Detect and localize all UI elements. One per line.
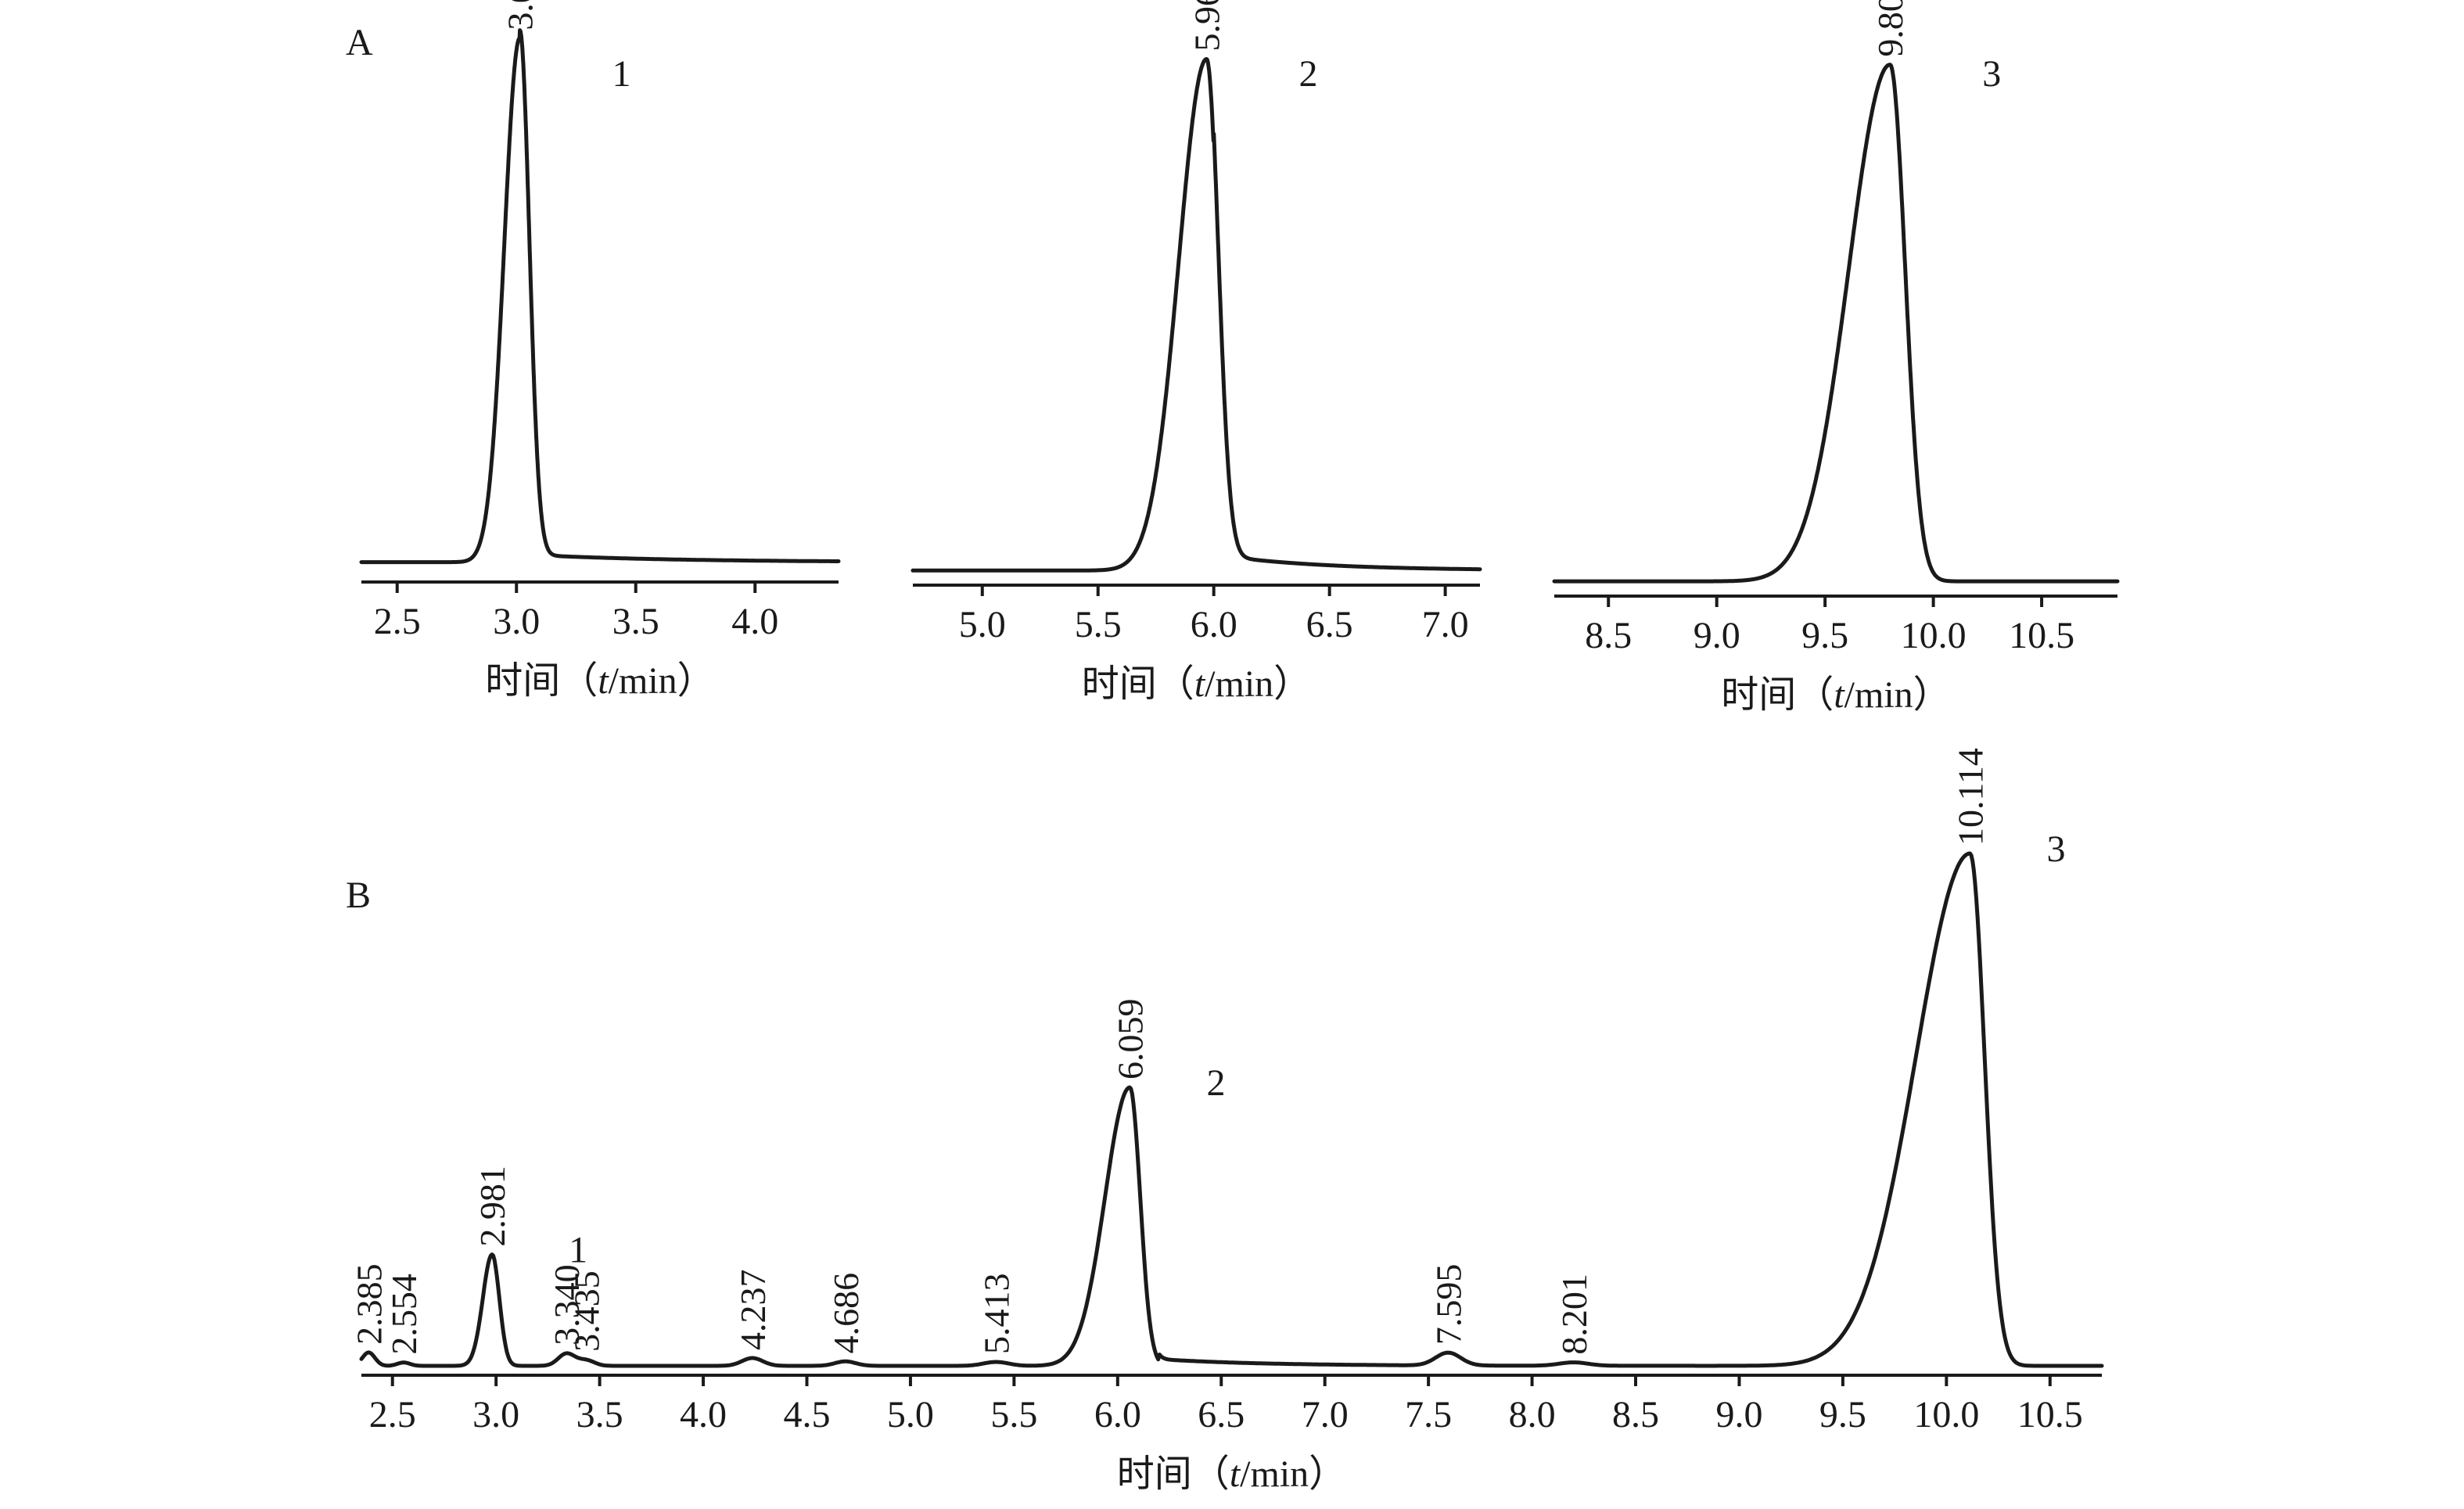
x-tick-label: 9.5 xyxy=(1819,1394,1866,1435)
x-tick-label: 7.0 xyxy=(1422,604,1469,645)
x-axis-label: 时间（t/min） xyxy=(1721,673,1950,717)
peak-rt-label: 3.340 xyxy=(547,1264,587,1346)
x-tick-label: 6.0 xyxy=(1191,604,1237,645)
x-tick-label: 6.0 xyxy=(1094,1394,1141,1435)
chromatogram-trace xyxy=(911,57,1482,573)
peak-rt-label: 3.435 xyxy=(566,1270,606,1352)
x-tick-label: 10.5 xyxy=(2009,615,2074,656)
x-axis-label: 时间（t/min） xyxy=(1117,1452,1346,1496)
x-tick-label: 6.5 xyxy=(1198,1394,1245,1435)
x-tick-label: 9.0 xyxy=(1715,1394,1762,1435)
peak-rt-label: 10.114 xyxy=(1950,748,1990,846)
x-tick-label: 5.5 xyxy=(1075,604,1122,645)
chart-a-2: 8.5 9.0 9.5 10.0 10.5 时间（t/min） 9.800 3 xyxy=(1552,0,2120,717)
x-tick-label: 7.0 xyxy=(1302,1394,1349,1435)
peak-rt-label: 7.595 xyxy=(1428,1264,1468,1346)
chart-b-0: 2.5 3.0 3.5 4.0 4.5 5.0 5.5 6.0 6.5 7.0 7.5 8.0 8.5 9… xyxy=(349,748,2104,1496)
x-tick-label: 3.5 xyxy=(612,601,659,642)
x-axis-label-var: t xyxy=(1230,1453,1241,1495)
x-tick-label: 5.0 xyxy=(959,604,1006,645)
x-tick-label: 3.0 xyxy=(472,1394,519,1435)
x-axis-label-suffix: ） xyxy=(677,659,715,702)
x-axis-label-unit: /min xyxy=(609,660,677,702)
x-axis-label-unit: /min xyxy=(1205,663,1273,705)
chart-a-1: 5.0 5.5 6.0 6.5 7.0 时间（t/min） 5.969 2 xyxy=(911,0,1482,706)
peak-rt-label: 6.059 xyxy=(1110,998,1150,1080)
x-tick-label: 5.0 xyxy=(887,1394,934,1435)
panel-letter-a: A xyxy=(346,22,373,63)
peak-rt-label: 2.554 xyxy=(384,1274,424,1355)
x-axis-label: 时间（t/min） xyxy=(485,659,714,702)
x-axis-label-var: t xyxy=(1194,663,1206,705)
peak-rt-label: 4.686 xyxy=(826,1273,866,1354)
x-tick-label: 4.0 xyxy=(731,601,778,642)
peak-rt-label: 2.385 xyxy=(349,1263,389,1345)
peak-number: 3 xyxy=(1982,53,2001,95)
peak-rt-label: 8.201 xyxy=(1554,1274,1594,1354)
x-axis-label-suffix: ） xyxy=(1273,662,1311,706)
x-tick-label: 3.5 xyxy=(576,1394,623,1435)
peak-number: 2 xyxy=(1206,1062,1225,1104)
peak-rt-label: 2.981 xyxy=(472,1166,512,1247)
x-axis-label-suffix: ） xyxy=(1309,1452,1346,1496)
x-axis-label-unit: /min xyxy=(1844,674,1913,716)
x-axis-label: 时间（t/min） xyxy=(1082,662,1311,706)
chromatogram-trace xyxy=(359,851,2104,1368)
x-axis-label-prefix: 时间（ xyxy=(1117,1452,1230,1496)
x-tick-label: 7.5 xyxy=(1405,1394,1452,1435)
x-tick-label: 4.5 xyxy=(783,1394,830,1435)
x-tick-label: 9.5 xyxy=(1801,615,1848,656)
x-axis-label-prefix: 时间（ xyxy=(1721,673,1834,717)
x-tick-label: 4.0 xyxy=(680,1394,727,1435)
peak-rt-label: 5.413 xyxy=(976,1273,1016,1354)
peak-number: 1 xyxy=(612,53,631,95)
x-tick-label: 3.0 xyxy=(493,601,540,642)
peak-rt-label: 5.969 xyxy=(1187,0,1227,51)
x-tick-label: 6.5 xyxy=(1306,604,1353,645)
panel-letter-b: B xyxy=(346,875,371,916)
peak-number: 1 xyxy=(569,1230,587,1271)
x-axis-label-suffix: ） xyxy=(1913,673,1951,717)
chromatogram-trace xyxy=(359,28,841,565)
x-axis-label-var: t xyxy=(1834,674,1845,716)
x-tick-label: 10.0 xyxy=(1901,615,1967,656)
x-tick-label: 5.5 xyxy=(990,1394,1037,1435)
x-axis-label-prefix: 时间（ xyxy=(485,659,598,702)
peak-rt-label: 4.237 xyxy=(733,1269,773,1349)
x-tick-label: 8.0 xyxy=(1509,1394,1556,1435)
x-axis-label-prefix: 时间（ xyxy=(1082,662,1194,706)
peak-number: 3 xyxy=(2047,828,2066,870)
x-tick-label: 10.5 xyxy=(2017,1394,2083,1435)
x-tick-label: 10.0 xyxy=(1913,1394,1979,1435)
chromatogram-plots: 2.53.03.54.0时间（t/min）3.01415.05.56.06.57… xyxy=(349,0,2120,1496)
x-axis-label-unit: /min xyxy=(1240,1453,1309,1495)
chart-a-0: 2.5 3.0 3.5 4.0 时间（t/min） 3.014 1 xyxy=(359,0,841,702)
x-axis-label-var: t xyxy=(598,660,609,702)
chromatogram-trace xyxy=(1552,63,2120,584)
x-tick-label: 9.0 xyxy=(1694,615,1740,656)
peak-number: 2 xyxy=(1299,53,1318,95)
peak-rt-label: 3.014 xyxy=(501,0,541,31)
peak-rt-label: 9.800 xyxy=(1870,0,1910,57)
x-tick-label: 2.5 xyxy=(374,601,421,642)
x-tick-label: 8.5 xyxy=(1585,615,1632,656)
x-tick-label: 2.5 xyxy=(369,1394,416,1435)
x-tick-label: 8.5 xyxy=(1612,1394,1659,1435)
